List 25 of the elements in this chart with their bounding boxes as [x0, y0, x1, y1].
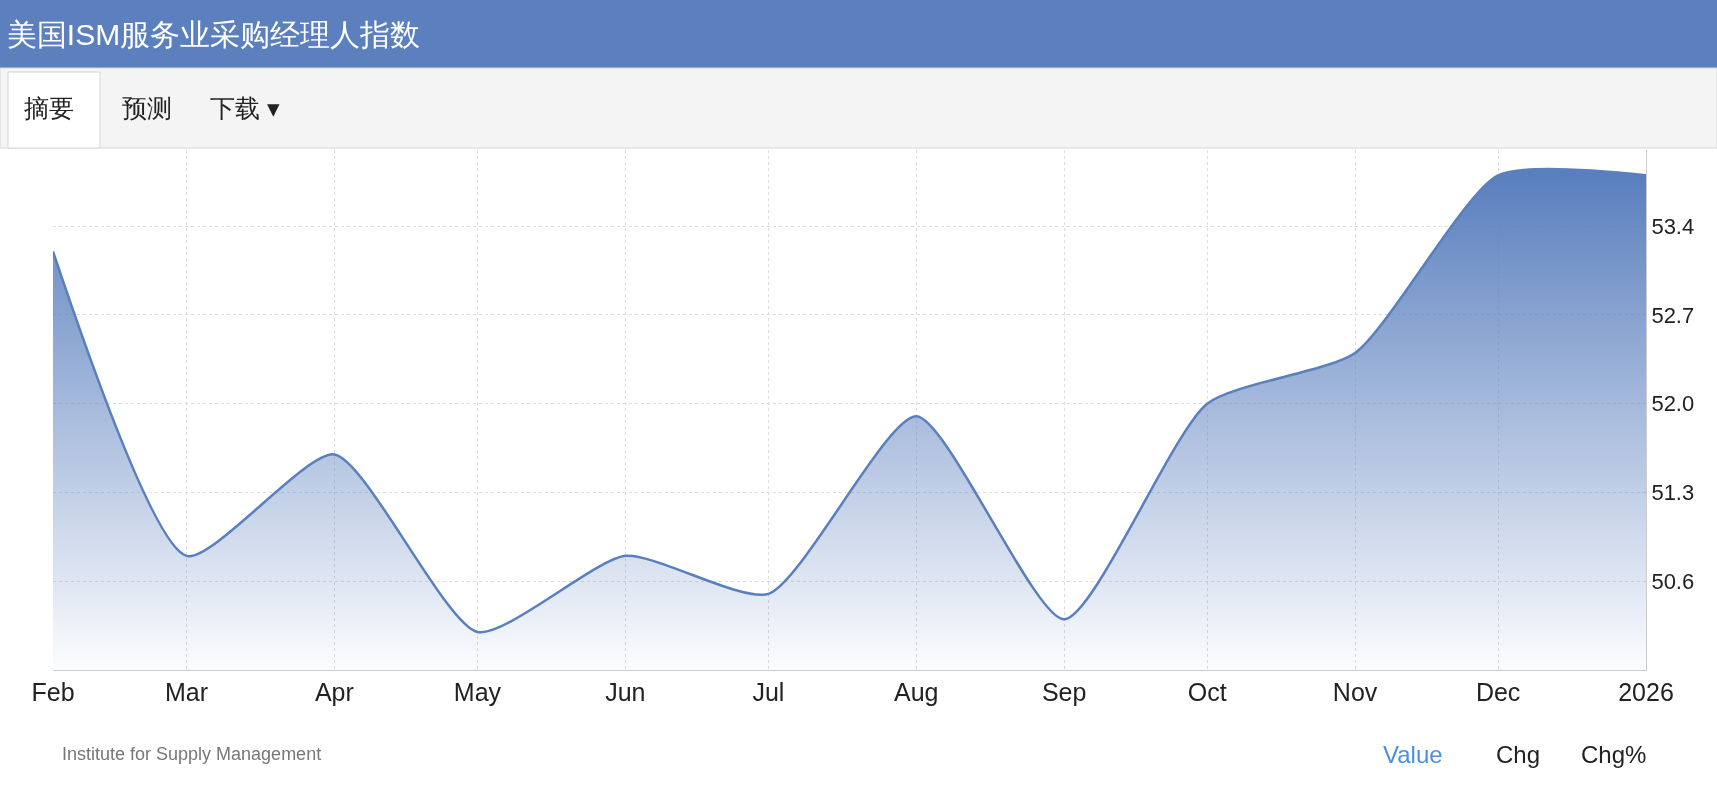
y-tick-label: 52.0	[1651, 391, 1695, 417]
text: Chg	[1496, 741, 1541, 768]
y-tick-label: 53.4	[1651, 213, 1695, 239]
x-tick-label: Jun	[605, 678, 646, 706]
x-tick-label: Feb	[31, 678, 75, 706]
text: Institute for Supply Management	[62, 744, 322, 764]
x-tick-label: Oct	[1187, 678, 1227, 706]
x-tick-label: May	[453, 678, 502, 706]
x-tick-label: Sep	[1041, 678, 1087, 706]
text: Chg%	[1581, 741, 1647, 768]
text: 摘要	[24, 94, 74, 122]
x-tick-label: 2026	[1618, 678, 1674, 706]
x-tick-label: Apr	[314, 678, 354, 706]
text: Value	[1383, 741, 1443, 768]
text: 预测	[122, 94, 172, 122]
x-tick-label: Jul	[752, 678, 785, 706]
x-tick-label: Mar	[165, 678, 209, 706]
y-tick-label: 51.3	[1651, 480, 1695, 506]
y-tick-label: 50.6	[1651, 568, 1695, 594]
y-tick-label: 52.7	[1651, 302, 1695, 328]
chart-title: 美国ISM服务业采购经理人指数	[6, 17, 421, 51]
text: 下载 ▾	[210, 94, 280, 122]
x-tick-label: Dec	[1475, 678, 1521, 706]
x-tick-label: Nov	[1332, 678, 1378, 706]
x-tick-label: Aug	[894, 678, 939, 706]
